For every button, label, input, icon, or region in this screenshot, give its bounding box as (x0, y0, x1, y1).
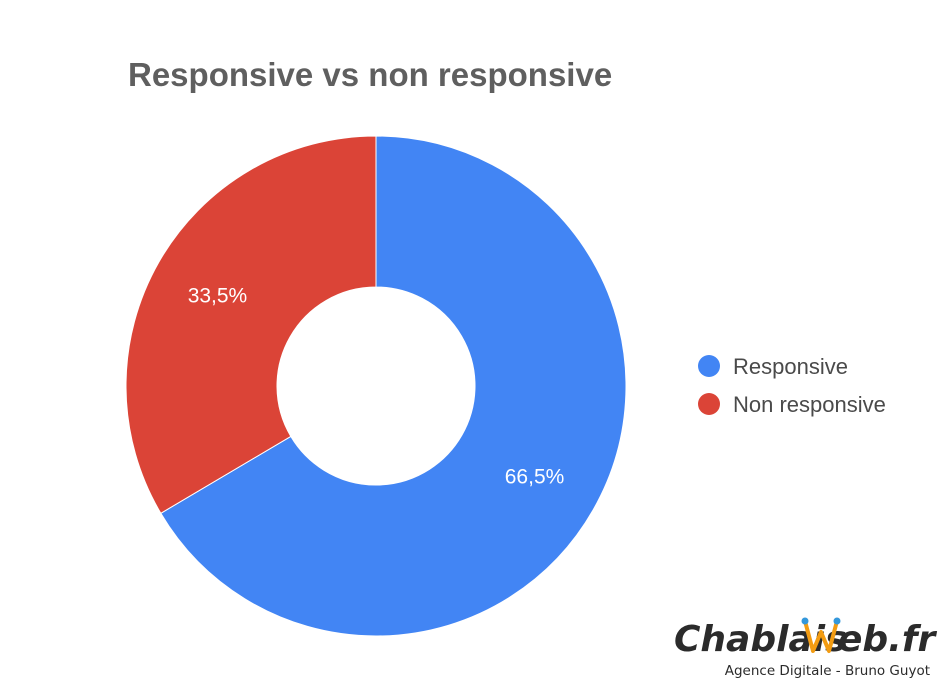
legend-swatch (698, 393, 720, 415)
logo-dot-icon (801, 617, 809, 625)
logo-brand-prefix: Chablais (674, 619, 847, 660)
legend-swatch (698, 355, 720, 377)
slice-labels: 66,5% 33,5% (188, 285, 565, 489)
logo-w-mark (801, 617, 841, 653)
logo-tagline: Agence Digitale - Bruno Guyot (725, 663, 930, 679)
chart-title: Responsive vs non responsive (128, 56, 612, 93)
legend-label: Responsive (733, 354, 848, 379)
logo-dot-icon (833, 617, 841, 625)
legend: Responsive Non responsive (698, 354, 886, 417)
donut-slices (125, 135, 627, 637)
logo-brand-suffix: eb.fr (838, 619, 938, 660)
logo-brand: Chablais (674, 619, 847, 660)
slice-label: 66,5% (505, 465, 565, 488)
chablais-web-logo: Chablais eb.fr Agence Digitale - Bruno G… (674, 617, 938, 679)
logo-w-stroke-orange (803, 619, 839, 653)
donut-slice-non-responsive (125, 135, 377, 514)
legend-label: Non responsive (733, 392, 886, 417)
donut-slice-responsive (160, 135, 627, 637)
slice-label: 33,5% (188, 285, 248, 308)
